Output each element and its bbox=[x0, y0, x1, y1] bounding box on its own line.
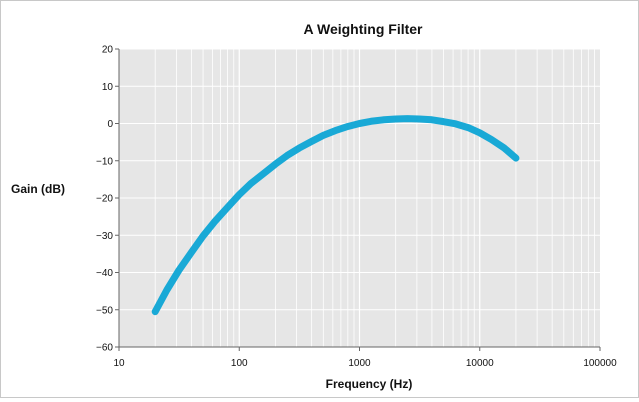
x-tick-label: 10000 bbox=[466, 358, 494, 369]
x-tick-label: 10 bbox=[113, 358, 125, 369]
y-tick-label: −30 bbox=[96, 231, 113, 242]
series-line bbox=[151, 115, 520, 316]
x-tick-label: 100000 bbox=[583, 358, 617, 369]
y-tick-labels: 20 10 0 −10 −20 −30 −40 −50 −60 bbox=[96, 45, 113, 354]
chart-title: A Weighting Filter bbox=[304, 21, 424, 37]
y-tick-label: 10 bbox=[102, 82, 114, 93]
y-tick-label: −40 bbox=[96, 268, 113, 279]
x-tick-label: 100 bbox=[231, 358, 248, 369]
y-tick-label: −10 bbox=[96, 156, 113, 167]
x-tick-labels: 10 100 1000 10000 100000 bbox=[113, 358, 617, 369]
y-tick-label: −50 bbox=[96, 305, 113, 316]
axes bbox=[115, 48, 601, 351]
y-tick-label: 20 bbox=[102, 45, 114, 56]
y-axis-label: Gain (dB) bbox=[11, 182, 65, 196]
y-tick-label: −20 bbox=[96, 194, 113, 205]
y-tick-label: −60 bbox=[96, 343, 113, 354]
x-tick-label: 1000 bbox=[348, 358, 371, 369]
y-tick-label: 0 bbox=[107, 119, 113, 130]
x-axis-label: Frequency (Hz) bbox=[326, 377, 413, 391]
series-group bbox=[151, 115, 520, 316]
